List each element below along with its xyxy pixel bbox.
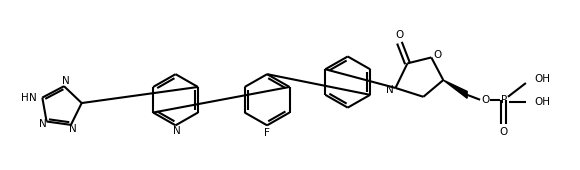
Text: OH: OH (535, 74, 551, 84)
Text: N: N (386, 85, 393, 95)
Text: N: N (30, 93, 37, 103)
Text: H: H (20, 93, 28, 103)
Text: O: O (500, 127, 508, 137)
Text: O: O (481, 95, 489, 105)
Text: N: N (39, 120, 46, 129)
Polygon shape (443, 80, 467, 98)
Text: O: O (396, 30, 404, 40)
Text: OH: OH (535, 97, 551, 107)
Text: P: P (501, 95, 507, 105)
Text: N: N (62, 76, 70, 86)
Text: N: N (69, 124, 77, 134)
Text: N: N (173, 126, 180, 136)
Text: O: O (433, 49, 441, 60)
Text: F: F (264, 128, 270, 138)
